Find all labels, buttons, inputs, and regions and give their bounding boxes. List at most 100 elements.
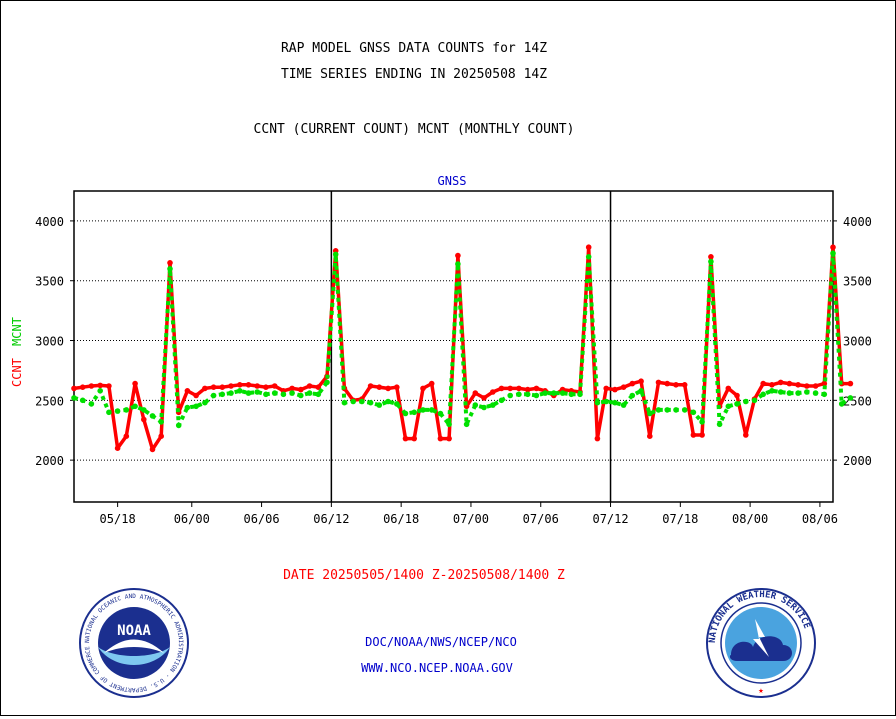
series-line-mcnt <box>73 251 852 428</box>
data-point-ccnt <box>734 392 740 399</box>
data-point-ccnt <box>673 382 679 388</box>
data-point-ccnt <box>708 254 714 260</box>
x-tick-label: 07/06 <box>523 512 559 526</box>
data-point-mcnt <box>114 408 121 414</box>
data-point-ccnt <box>123 433 130 440</box>
data-point-mcnt <box>385 398 391 405</box>
data-point-mcnt <box>88 401 95 407</box>
data-point-mcnt <box>673 407 679 413</box>
data-point-mcnt <box>175 422 182 429</box>
data-point-ccnt <box>472 390 479 396</box>
data-point-mcnt <box>367 399 374 406</box>
data-point-ccnt <box>132 380 138 387</box>
data-point-mcnt <box>498 397 505 404</box>
data-point-mcnt <box>289 390 295 396</box>
data-point-mcnt <box>690 409 697 416</box>
data-point-ccnt <box>114 445 121 452</box>
date-range-label: DATE 20250505/1400 Z-20250508/1400 Z <box>283 568 565 583</box>
data-point-ccnt <box>437 435 444 442</box>
data-point-ccnt <box>193 392 199 399</box>
data-point-ccnt <box>655 379 662 386</box>
data-point-mcnt <box>132 403 138 410</box>
data-point-mcnt <box>681 407 688 413</box>
data-point-ccnt <box>847 380 854 387</box>
x-tick-label: 06/06 <box>244 512 280 526</box>
data-point-mcnt <box>376 402 383 408</box>
data-point-ccnt <box>795 382 801 388</box>
y-tick-label-right: 3500 <box>843 275 872 289</box>
data-point-ccnt <box>812 383 819 389</box>
data-point-mcnt <box>428 407 435 413</box>
data-point-mcnt <box>411 409 418 416</box>
data-point-mcnt <box>315 391 322 398</box>
data-point-mcnt <box>655 407 662 413</box>
data-point-mcnt <box>699 419 705 425</box>
data-point-mcnt <box>620 402 627 408</box>
noaa-logo-icon: NOAA NATIONAL OCEANIC AND ATMOSPHERIC AD… <box>79 588 189 698</box>
data-point-mcnt <box>245 390 252 396</box>
data-point-mcnt <box>734 401 740 407</box>
data-point-mcnt <box>254 389 260 395</box>
x-tick-label: 05/18 <box>100 512 136 526</box>
data-point-ccnt <box>88 383 95 389</box>
data-point-mcnt <box>760 391 766 398</box>
data-point-mcnt <box>577 391 583 398</box>
data-point-mcnt <box>847 395 854 401</box>
data-point-mcnt <box>158 419 164 425</box>
data-point-ccnt <box>254 383 260 389</box>
chart-subtitle: CCNT (CURRENT COUNT) MCNT (MONTHLY COUNT… <box>254 122 575 137</box>
org-line: DOC/NOAA/NWS/NCEP/NCO <box>365 635 517 649</box>
data-point-mcnt <box>612 399 618 406</box>
data-point-mcnt <box>795 390 801 396</box>
data-point-ccnt <box>385 385 391 392</box>
data-point-mcnt <box>708 258 714 265</box>
data-point-mcnt <box>725 403 732 410</box>
data-point-mcnt <box>359 398 365 405</box>
data-point-ccnt <box>594 435 601 442</box>
data-point-ccnt <box>647 433 653 440</box>
data-point-ccnt <box>420 385 426 392</box>
data-point-mcnt <box>830 250 836 256</box>
chart-title-line1: RAP MODEL GNSS DATA COUNTS for 14Z <box>281 41 547 56</box>
x-tick-label: 08/00 <box>732 512 768 526</box>
y-axis-label-mcnt: MCNT <box>10 317 24 346</box>
data-point-ccnt <box>804 383 810 389</box>
x-tick-label: 07/00 <box>453 512 489 526</box>
data-point-ccnt <box>620 384 627 391</box>
data-point-mcnt <box>455 261 461 267</box>
data-point-mcnt <box>97 388 103 394</box>
data-point-ccnt <box>681 382 688 388</box>
data-point-ccnt <box>533 385 540 392</box>
data-point-ccnt <box>777 379 784 386</box>
y-tick-label-right: 4000 <box>843 215 872 229</box>
data-point-mcnt <box>769 388 775 394</box>
data-point-mcnt <box>594 399 601 406</box>
data-point-mcnt <box>838 401 845 407</box>
data-point-mcnt <box>71 395 77 401</box>
data-point-ccnt <box>79 384 86 391</box>
y-tick-label-left: 3000 <box>35 335 64 349</box>
data-point-ccnt <box>585 244 592 250</box>
data-point-ccnt <box>271 383 278 389</box>
data-point-mcnt <box>804 389 810 395</box>
y-tick-label-right: 3000 <box>843 335 872 349</box>
data-point-ccnt <box>315 384 322 391</box>
data-point-ccnt <box>263 384 269 391</box>
data-point-ccnt <box>699 432 705 438</box>
data-point-mcnt <box>751 397 758 404</box>
data-point-mcnt <box>324 379 330 386</box>
data-point-ccnt <box>184 388 191 394</box>
x-tick-label: 08/06 <box>802 512 838 526</box>
data-point-ccnt <box>498 385 505 392</box>
data-point-mcnt <box>481 404 487 411</box>
data-point-mcnt <box>167 266 173 272</box>
axis-layer: 2000 2000 2500 2500 3000 3000 3500 3500 4000 4000… <box>35 190 872 526</box>
x-tick-label: 06/18 <box>383 512 419 526</box>
data-point-ccnt <box>376 384 383 391</box>
data-point-ccnt <box>106 383 112 389</box>
data-point-mcnt <box>202 399 208 406</box>
data-point-mcnt <box>394 401 400 407</box>
data-point-ccnt <box>394 384 400 391</box>
data-point-ccnt <box>245 382 252 388</box>
